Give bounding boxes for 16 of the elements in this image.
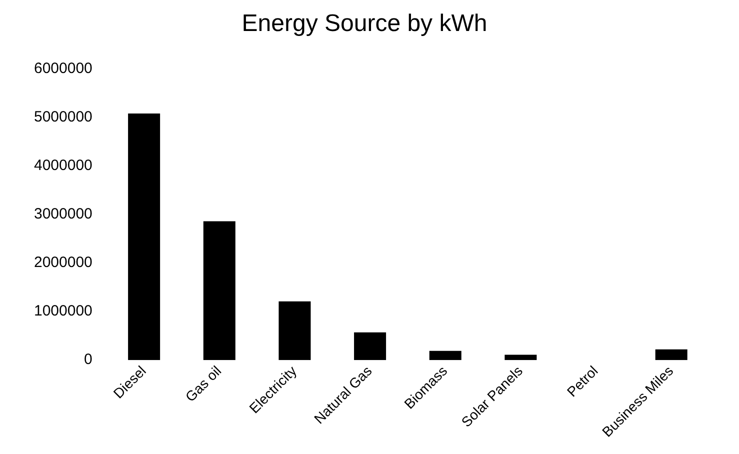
y-tick-label: 6000000 — [34, 60, 92, 77]
y-tick-label: 5000000 — [34, 108, 92, 126]
y-tick-label: 4000000 — [34, 157, 92, 174]
x-tick-label: Gas oil — [182, 362, 224, 405]
y-tick-label: 0 — [84, 351, 92, 368]
bar — [429, 350, 462, 360]
bar — [128, 113, 160, 360]
bar — [278, 301, 311, 360]
bar — [504, 354, 537, 360]
bar — [203, 221, 236, 360]
chart-title: Energy Source by kWh — [242, 10, 488, 38]
y-tick-label: 3000000 — [34, 206, 92, 223]
y-tick-label: 1000000 — [34, 302, 92, 320]
y-tick-label: 2000000 — [34, 254, 92, 272]
bar — [655, 349, 688, 360]
bar — [354, 332, 386, 360]
